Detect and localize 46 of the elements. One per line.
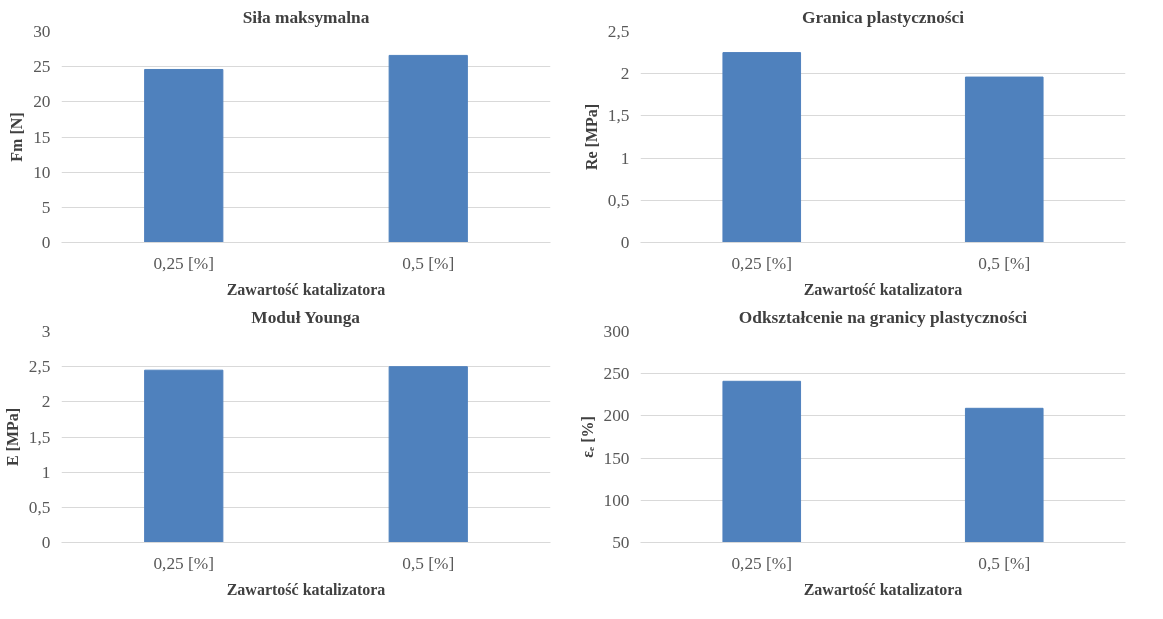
y-tick-label: 50 — [612, 533, 630, 552]
y-tick-label: 200 — [603, 406, 630, 426]
chart-title: Siła maksymalna — [242, 7, 370, 27]
x-axis-title: Zawartość katalizatora — [803, 580, 963, 598]
y-tick-label: 20 — [33, 92, 51, 112]
chart-title: Granica plastyczności — [801, 7, 965, 27]
x-tick-label: 0,5 [%] — [978, 253, 1031, 273]
y-tick-label: 0 — [41, 533, 51, 552]
y-tick-label: 30 — [33, 22, 51, 41]
y-tick-label: 1,5 — [28, 427, 51, 447]
y-tick-label: 10 — [33, 162, 51, 182]
y-tick-label: 0 — [41, 233, 51, 252]
y-tick-label: 5 — [41, 197, 51, 217]
x-tick-label: 0,25 [%] — [153, 253, 215, 273]
chart-title: Moduł Younga — [251, 307, 361, 327]
y-tick-label: 3 — [41, 322, 51, 341]
x-tick-label: 0,5 [%] — [402, 253, 455, 273]
y-tick-label: 15 — [33, 127, 51, 147]
y-tick-label: 1,5 — [607, 106, 630, 126]
y-tick-label: 1 — [41, 462, 51, 482]
x-axis-title: Zawartość katalizatora — [803, 280, 963, 298]
x-tick-label: 0,25 [%] — [731, 553, 793, 573]
y-tick-label: 250 — [603, 364, 630, 384]
y-tick-label: 2,5 — [28, 357, 51, 377]
y-tick-label: 0,5 — [28, 497, 51, 517]
y-tick-label: 1 — [620, 148, 630, 168]
x-axis-title: Zawartość katalizatora — [226, 580, 386, 598]
y-axis-title: E [MPa] — [3, 407, 21, 467]
y-tick-label: 0,5 — [607, 190, 630, 210]
y-tick-label: 2 — [620, 64, 630, 84]
y-tick-label: 0 — [620, 233, 630, 252]
y-tick-label: 150 — [603, 448, 630, 468]
y-axis-title: εₑ [%] — [578, 416, 596, 458]
y-tick-label: 300 — [603, 322, 630, 341]
y-axis-title: Fm [N] — [8, 112, 26, 162]
x-tick-label: 0,5 [%] — [978, 553, 1031, 573]
y-tick-label: 2 — [41, 392, 51, 412]
chart-title: Odkształcenie na granicy plastyczności — [738, 307, 1028, 327]
x-axis-title: Zawartość katalizatora — [226, 280, 386, 298]
y-tick-label: 2,5 — [607, 22, 630, 41]
x-tick-label: 0,5 [%] — [402, 553, 455, 573]
y-axis-title: Re [MPa] — [582, 103, 600, 171]
y-tick-label: 25 — [33, 57, 51, 77]
x-tick-label: 0,25 [%] — [731, 253, 793, 273]
y-tick-label: 100 — [603, 490, 630, 510]
x-tick-label: 0,25 [%] — [153, 553, 215, 573]
